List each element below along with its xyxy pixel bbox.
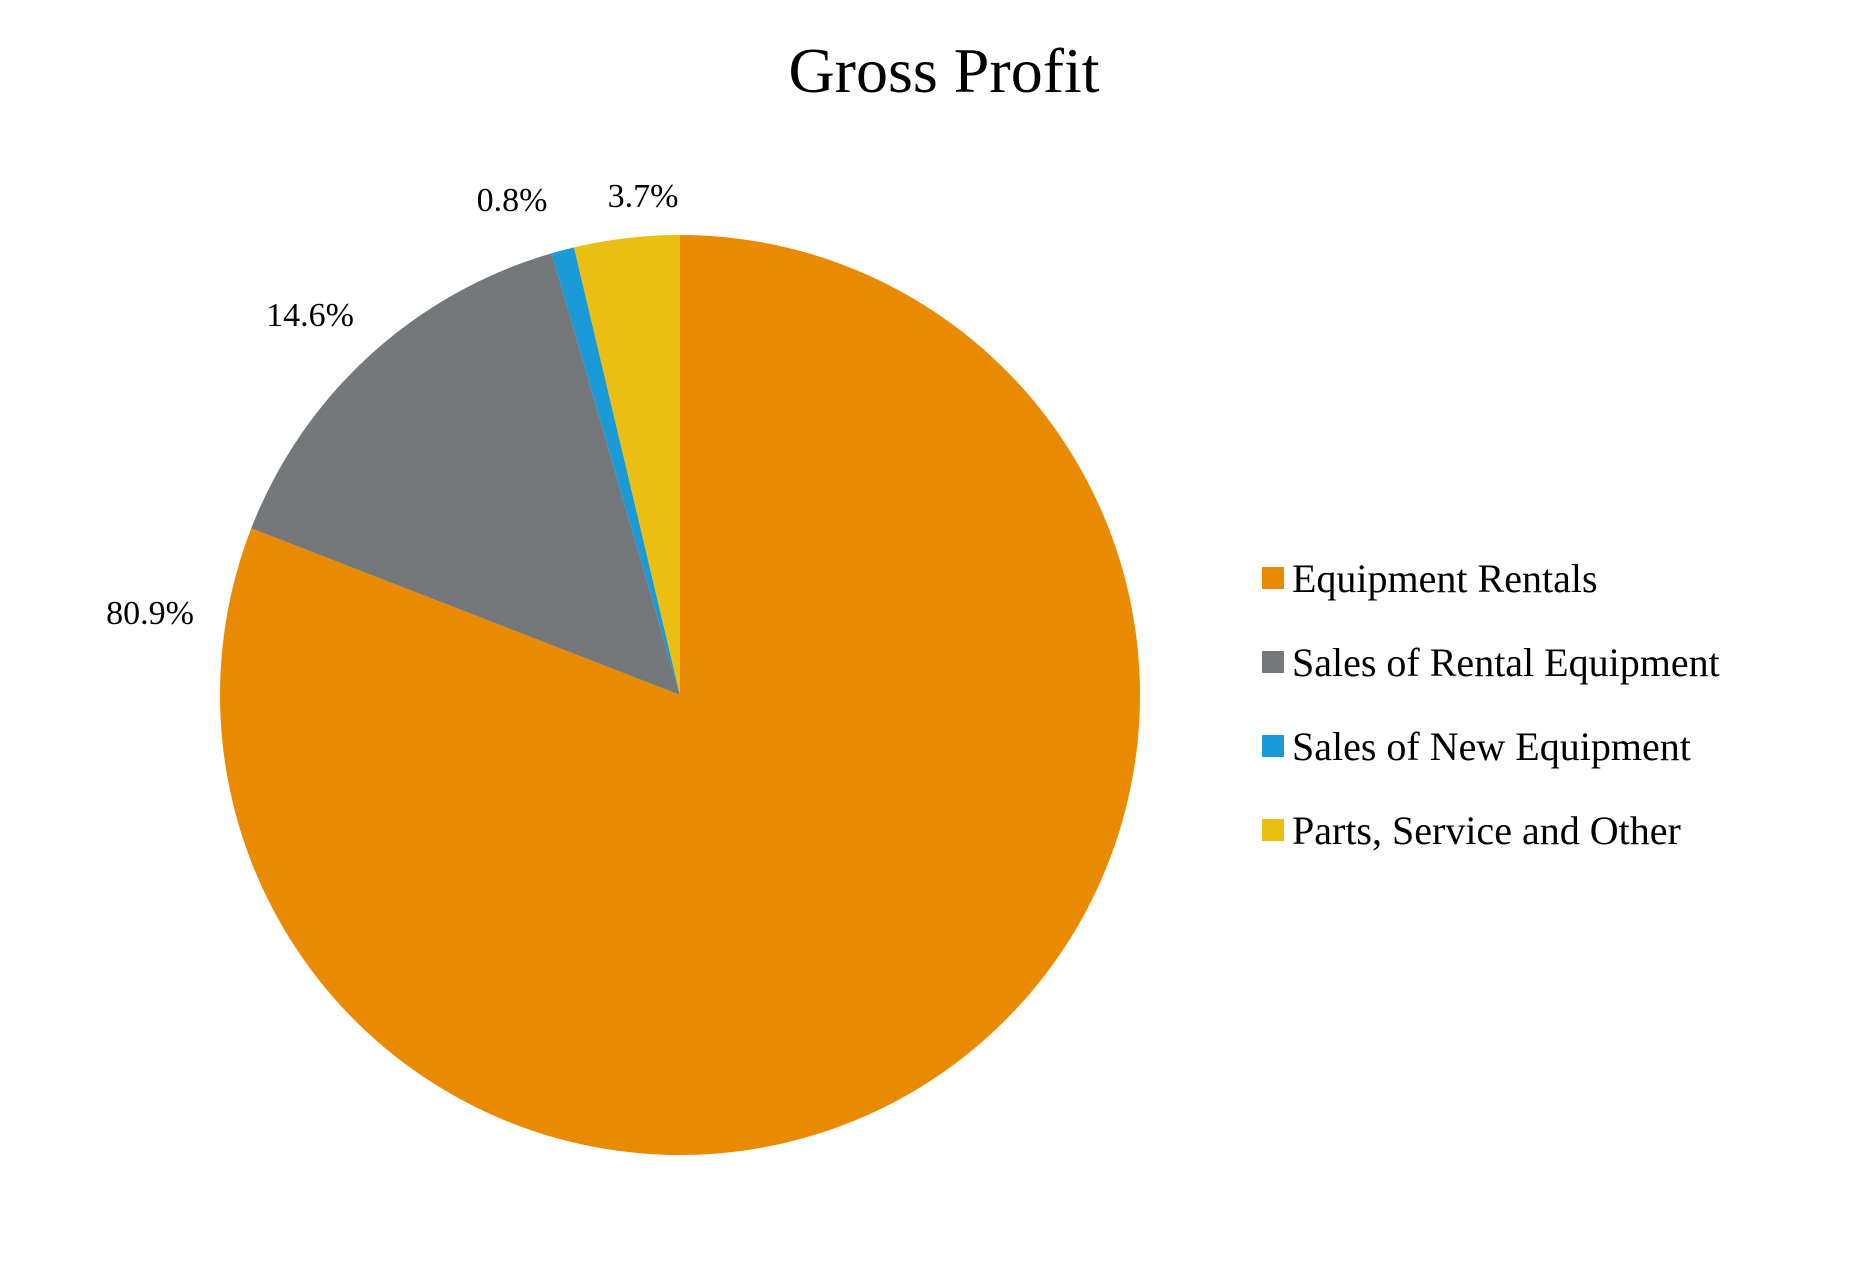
data-label-sales-of-rental-equipment: 14.6% [266, 297, 354, 334]
data-label-parts-service-and-other: 3.7% [608, 178, 679, 215]
pie-data-labels: 80.9% 14.6% 0.8% 3.7% [106, 178, 678, 632]
legend-label-equipment-rentals: Equipment Rentals [1292, 556, 1598, 601]
legend-label-parts-service-and-other: Parts, Service and Other [1292, 808, 1681, 853]
legend-swatch-sales-of-rental-equipment [1262, 651, 1284, 673]
pie-slice-parts-service-and-other [574, 234, 680, 695]
data-label-sales-of-new-equipment: 0.8% [477, 182, 548, 219]
legend-swatch-equipment-rentals [1262, 567, 1284, 589]
legend-label-sales-of-new-equipment: Sales of New Equipment [1292, 724, 1691, 769]
legend: Equipment Rentals Sales of Rental Equipme… [1262, 556, 1720, 853]
legend-label-sales-of-rental-equipment: Sales of Rental Equipment [1292, 640, 1720, 685]
pie-slice-sales-of-new-equipment [551, 247, 680, 695]
pie-slice-equipment-rentals [220, 234, 1141, 1155]
data-label-equipment-rentals: 80.9% [106, 595, 194, 632]
legend-swatch-sales-of-new-equipment [1262, 735, 1284, 757]
chart-title: Gross Profit [788, 35, 1099, 106]
pie-slices [220, 234, 1141, 1155]
legend-swatch-parts-service-and-other [1262, 819, 1284, 841]
pie-slice-sales-of-rental-equipment [251, 253, 680, 695]
